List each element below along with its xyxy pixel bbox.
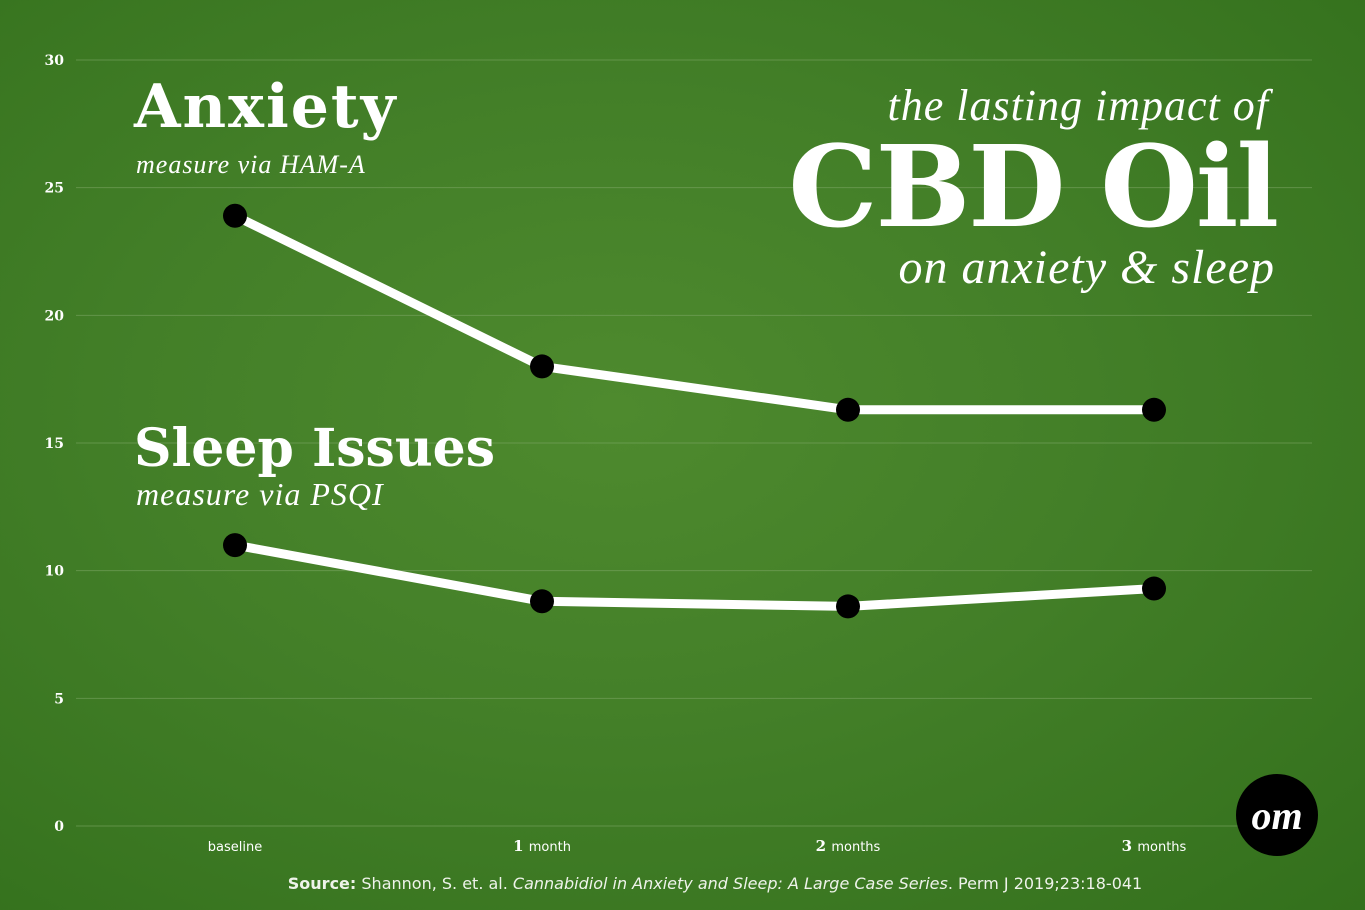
anxiety-series-line (230, 211, 1159, 415)
y-axis-ticks: 0 5 10 15 20 25 30 (45, 53, 65, 835)
anxiety-data-point (1142, 397, 1166, 422)
anxiety-data-point (530, 354, 554, 379)
headline-subtitle: on anxiety & sleep (898, 241, 1275, 294)
source-citation: Source: Shannon, S. et. al. Cannabidiol … (0, 874, 1365, 893)
sleep-series-subtitle: measure via PSQI (136, 476, 384, 512)
source-journal: . Perm J 2019;23:18-041 (947, 874, 1143, 893)
series-lines (230, 211, 1159, 611)
source-label: Source: (287, 874, 357, 893)
sleep-issues-data-point (836, 594, 860, 619)
x-tick-label: baseline (208, 840, 262, 855)
x-tick-label: 1 month (513, 837, 571, 855)
sleep-issues-data-point (1142, 576, 1166, 601)
y-tick-label: 15 (45, 436, 64, 452)
sleep-issues-data-point (223, 533, 247, 558)
anxiety-series-subtitle: measure via HAM-A (136, 150, 366, 179)
headline-kicker: the lasting impact of (887, 81, 1269, 130)
gridlines (76, 59, 1312, 827)
data-points (223, 203, 1166, 619)
source-authors: Shannon, S. et. al. (361, 874, 508, 893)
om-logo: om (1236, 774, 1318, 856)
sleep-issues-series-line (230, 540, 1159, 611)
anxiety-data-point (223, 203, 247, 228)
x-tick-label: 2 months (816, 837, 881, 855)
x-tick-label: 3 months (1122, 837, 1187, 855)
sleep-issues-data-point (530, 589, 554, 614)
headline-title: CBD Oil (788, 122, 1279, 253)
y-tick-label: 0 (54, 819, 64, 835)
y-tick-label: 10 (45, 564, 65, 580)
source-title: Cannabidiol in Anxiety and Sleep: A Larg… (512, 874, 948, 893)
y-tick-label: 25 (45, 181, 64, 197)
y-tick-label: 20 (45, 308, 65, 324)
x-axis-ticks: baseline 1 month 2 months 3 months (208, 837, 1187, 855)
y-tick-label: 30 (45, 53, 65, 69)
anxiety-series-title: Anxiety (134, 72, 398, 142)
y-tick-label: 5 (54, 691, 64, 707)
anxiety-data-point (836, 397, 860, 422)
sleep-series-title: Sleep Issues (134, 418, 495, 479)
